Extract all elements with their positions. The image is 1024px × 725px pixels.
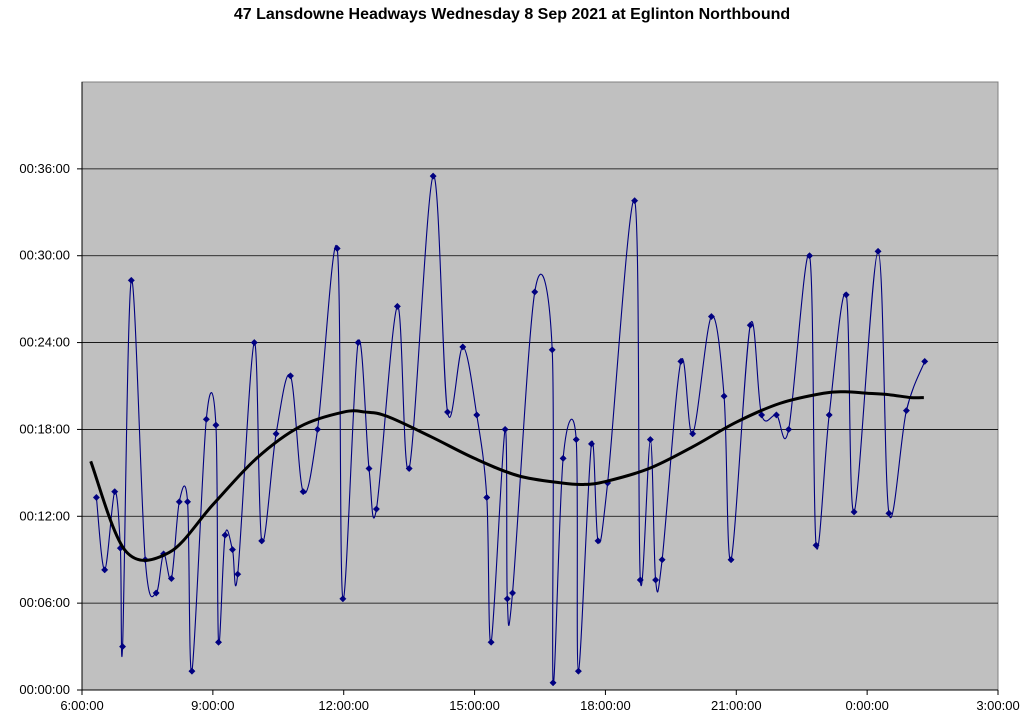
- y-tick-label: 00:18:00: [19, 421, 70, 436]
- data-point: [184, 498, 192, 506]
- data-point: [372, 505, 380, 513]
- x-tick-label: 12:00:00: [318, 698, 369, 713]
- x-tick-label: 9:00:00: [191, 698, 234, 713]
- series-line: [95, 175, 926, 685]
- data-point: [167, 574, 175, 583]
- data-point: [459, 343, 467, 351]
- x-tick-label: 0:00:00: [845, 698, 888, 713]
- data-point: [874, 247, 882, 255]
- data-point: [658, 556, 666, 564]
- y-tick-label: 00:24:00: [19, 335, 70, 350]
- data-point: [921, 357, 929, 365]
- data-point: [339, 595, 347, 603]
- data-point: [707, 312, 715, 321]
- x-tick-label: 15:00:00: [449, 698, 500, 713]
- data-point: [443, 408, 452, 416]
- data-point: [758, 411, 766, 419]
- data-point: [483, 493, 491, 502]
- data-point: [720, 392, 728, 400]
- data-point: [587, 440, 596, 448]
- y-tick-label: 00:00:00: [19, 682, 70, 697]
- data-point: [652, 576, 660, 584]
- data-point: [234, 570, 242, 578]
- data-point: [250, 339, 258, 347]
- data-point: [354, 339, 362, 347]
- data-point: [286, 372, 295, 380]
- data-point: [501, 425, 509, 433]
- data-point: [393, 302, 401, 310]
- data-point: [785, 425, 793, 433]
- data-point: [727, 556, 735, 564]
- data-point: [631, 197, 639, 205]
- data-point: [333, 244, 341, 253]
- data-point: [677, 357, 685, 365]
- y-tick-label: 00:06:00: [19, 595, 70, 610]
- data-point: [405, 464, 413, 473]
- data-point: [188, 667, 196, 675]
- data-point: [272, 430, 280, 438]
- x-tick-label: 3:00:00: [976, 698, 1019, 713]
- data-point: [214, 638, 223, 646]
- data-point: [111, 488, 119, 496]
- data-point: [772, 411, 780, 419]
- data-point: [549, 679, 557, 687]
- data-point: [473, 411, 481, 419]
- data-point: [365, 464, 373, 473]
- data-point: [812, 541, 820, 549]
- data-point: [842, 291, 850, 299]
- data-point: [101, 566, 109, 574]
- data-point: [531, 288, 539, 296]
- data-point: [212, 421, 220, 429]
- data-point: [313, 425, 322, 433]
- data-point: [202, 415, 210, 423]
- y-tick-label: 00:12:00: [19, 508, 70, 523]
- x-tick-label: 18:00:00: [580, 698, 631, 713]
- y-tick-label: 00:30:00: [19, 248, 70, 263]
- data-point: [825, 411, 833, 419]
- data-point: [152, 589, 160, 597]
- data-point: [228, 546, 237, 554]
- data-point: [429, 172, 437, 180]
- data-point: [508, 589, 517, 597]
- data-point: [258, 537, 266, 545]
- data-point: [646, 436, 654, 444]
- data-point: [850, 508, 858, 516]
- y-tick-label: 00:36:00: [19, 161, 70, 176]
- data-point: [572, 436, 580, 444]
- data-point: [92, 493, 100, 502]
- data-point: [299, 488, 307, 496]
- x-tick-label: 21:00:00: [711, 698, 762, 713]
- data-point: [175, 498, 183, 506]
- data-point: [487, 638, 495, 646]
- data-point: [548, 346, 556, 354]
- trendline: [89, 390, 924, 562]
- data-point: [902, 407, 910, 415]
- data-point: [636, 576, 644, 584]
- data-point: [594, 537, 602, 545]
- data-point: [559, 454, 567, 462]
- data-point: [127, 276, 135, 284]
- data-point: [746, 321, 754, 329]
- data-point: [221, 531, 229, 539]
- plot-area: [81, 81, 999, 691]
- data-point: [119, 643, 127, 651]
- data-point: [574, 667, 582, 675]
- data-point: [689, 430, 697, 438]
- x-tick-label: 6:00:00: [60, 698, 103, 713]
- data-point: [503, 595, 511, 603]
- chart-title: 47 Lansdowne Headways Wednesday 8 Sep 20…: [233, 6, 791, 23]
- data-point: [885, 509, 893, 517]
- data-point: [806, 252, 814, 260]
